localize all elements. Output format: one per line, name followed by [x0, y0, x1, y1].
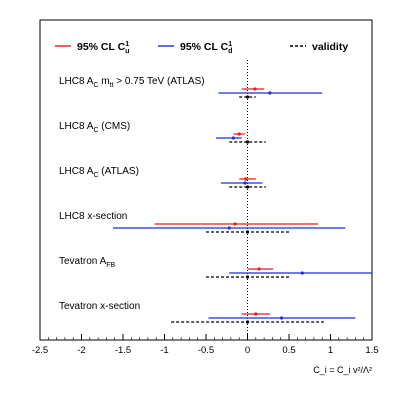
row-label: LHC8 AC (ATLAS) — [59, 166, 139, 179]
x-tick-label: 1 — [328, 345, 333, 356]
row-label-sub: C — [93, 127, 98, 134]
row-label-sub: C — [93, 172, 98, 179]
row-label-base: LHC8 x-section — [59, 211, 127, 222]
point-validity — [245, 230, 250, 234]
point-u — [257, 267, 261, 271]
row-label-sub: FB — [106, 262, 115, 269]
point-validity — [245, 275, 250, 279]
point-d — [268, 91, 272, 95]
x-tick-label: -0.5 — [198, 345, 214, 356]
legend-text: validity — [312, 41, 348, 53]
row-label: LHC8 AC mtt > 0.75 TeV (ATLAS) — [59, 76, 205, 89]
row-label: LHC8 x-section — [59, 211, 127, 222]
point-validity — [245, 95, 250, 99]
row-label-rest: > 0.75 TeV (ATLAS) — [114, 76, 205, 87]
row-label: LHC8 AC (CMS) — [59, 121, 130, 134]
point-u — [253, 87, 257, 91]
x-tick-label: -1 — [160, 345, 168, 356]
point-d — [243, 181, 247, 185]
point-validity — [245, 140, 250, 144]
row-label: Tevatron AFB — [59, 256, 116, 269]
row-label-rest: (CMS) — [99, 121, 131, 132]
point-u — [237, 132, 241, 136]
legend-label-u: 95% CL C1 u — [77, 41, 129, 55]
point-validity — [245, 185, 250, 189]
legend-sup: 1 — [228, 41, 232, 48]
point-d — [279, 316, 284, 320]
legend-sup: 1 — [125, 41, 129, 48]
x-axis: -2.5 -2 -1.5 -1 -0.5 0 0.5 1 1.5 — [32, 334, 379, 356]
row-label-base: Tevatron A — [59, 256, 107, 267]
x-tick-label: 0.5 — [282, 345, 295, 356]
x-tick-label: -1.5 — [115, 345, 131, 356]
legend-sub: d — [228, 48, 232, 55]
x-tick-label: -2 — [77, 345, 85, 356]
point-u — [254, 312, 258, 316]
x-tick-label: 1.5 — [365, 345, 378, 356]
point-u — [244, 177, 248, 181]
row-label-base: Tevatron x-section — [59, 301, 140, 312]
x-axis-label: C_i = C_i v²/Λ² — [313, 365, 372, 375]
legend-label-validity: validity — [312, 41, 348, 53]
plot-frame — [39, 19, 373, 341]
row-label-base: LHC8 A — [59, 166, 94, 177]
legend-text: 95% CL C — [77, 41, 126, 53]
row-label-mid: m — [99, 76, 110, 87]
x-tick-label: 0 — [245, 345, 250, 356]
point-d — [300, 271, 304, 275]
legend: 95% CL C1 u 95% CL C1 d validity — [55, 41, 348, 55]
legend-sub: u — [125, 48, 129, 55]
legend-text: 95% CL C — [180, 41, 229, 53]
row-label-rest: (ATLAS) — [99, 166, 139, 177]
row-label-base: LHC8 A — [59, 76, 94, 87]
point-u — [233, 222, 237, 226]
legend-label-d: 95% CL C1 d — [180, 41, 232, 55]
row-label-sub: C — [93, 82, 98, 89]
point-d — [231, 136, 235, 140]
rows-group: LHC8 AC mtt > 0.75 TeV (ATLAS)LHC8 AC (C… — [59, 60, 372, 340]
point-validity — [245, 320, 250, 324]
row-label-sub2: tt — [110, 82, 114, 89]
row-label-base: LHC8 A — [59, 121, 94, 132]
x-tick-label: -2.5 — [32, 345, 48, 356]
point-d — [227, 226, 231, 230]
row-label: Tevatron x-section — [59, 301, 140, 312]
